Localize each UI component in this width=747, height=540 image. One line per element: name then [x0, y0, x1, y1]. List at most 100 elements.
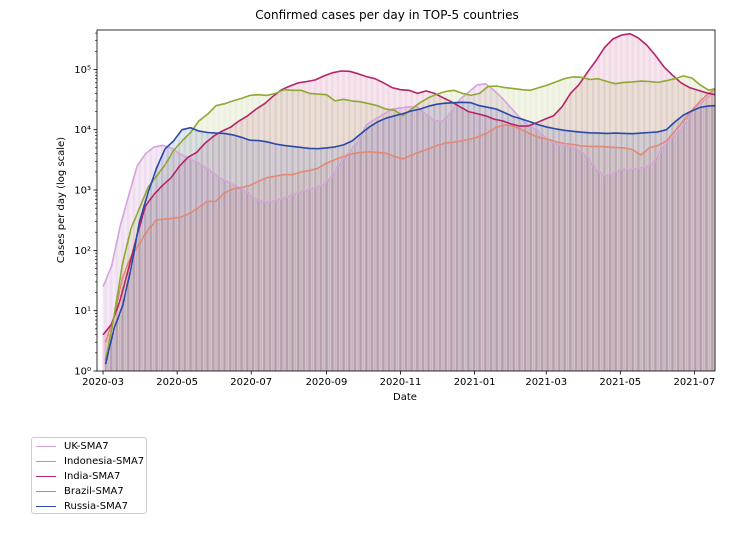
daily-bar	[596, 133, 598, 371]
daily-bar	[247, 192, 248, 371]
daily-bar	[146, 204, 148, 371]
daily-bar	[594, 132, 596, 371]
daily-bar	[542, 135, 543, 371]
daily-bar	[176, 152, 178, 371]
daily-bar	[443, 98, 445, 371]
daily-bar	[122, 305, 123, 371]
daily-bar	[312, 93, 314, 371]
daily-bar	[458, 101, 460, 371]
daily-bar	[558, 110, 559, 371]
daily-bar	[260, 180, 262, 371]
daily-bar	[281, 90, 282, 371]
daily-bar	[204, 203, 206, 371]
daily-bar	[488, 131, 490, 371]
daily-bar	[555, 128, 557, 371]
daily-bar	[684, 123, 685, 371]
daily-bar	[669, 126, 671, 371]
daily-bar	[657, 58, 659, 371]
daily-bar	[128, 268, 129, 371]
daily-bar	[108, 271, 110, 371]
daily-bar	[611, 40, 613, 372]
daily-bar	[162, 185, 163, 371]
daily-bar	[281, 198, 282, 371]
daily-bar	[276, 93, 278, 371]
daily-bar	[237, 121, 239, 371]
daily-bar	[250, 184, 252, 371]
daily-bar	[207, 141, 208, 371]
daily-bar	[127, 284, 128, 371]
daily-bar	[190, 132, 191, 371]
daily-bar	[252, 140, 253, 371]
daily-bar	[581, 132, 582, 371]
daily-bar	[524, 119, 525, 371]
daily-bar	[152, 224, 154, 371]
daily-bar	[141, 218, 143, 371]
daily-bar	[652, 81, 654, 372]
daily-bar	[355, 144, 356, 371]
daily-bar	[123, 258, 125, 371]
daily-bar	[619, 82, 621, 372]
daily-bar	[361, 134, 363, 371]
daily-bar	[638, 168, 639, 371]
daily-bar	[287, 196, 288, 371]
daily-bar	[284, 174, 286, 371]
daily-bar	[653, 146, 655, 371]
daily-bar	[391, 109, 393, 371]
daily-bar	[334, 171, 336, 371]
daily-bar	[601, 133, 603, 371]
daily-bar	[406, 112, 407, 372]
daily-bar	[212, 109, 213, 371]
daily-bar	[666, 141, 667, 371]
daily-bar	[568, 146, 570, 371]
daily-bar	[636, 152, 638, 371]
daily-bar	[691, 110, 693, 372]
daily-bar	[328, 74, 330, 371]
daily-bar	[309, 189, 310, 371]
daily-bar	[390, 109, 392, 371]
daily-bar	[538, 137, 540, 371]
daily-bar	[486, 133, 488, 371]
daily-bar	[567, 130, 569, 371]
daily-bar	[612, 173, 614, 371]
daily-bar	[405, 107, 406, 371]
daily-bar	[227, 128, 229, 371]
daily-bar	[485, 115, 486, 371]
daily-bar	[367, 103, 369, 372]
daily-bar	[473, 138, 474, 371]
daily-bar	[565, 143, 566, 371]
daily-bar	[509, 125, 511, 371]
daily-bar	[332, 160, 333, 371]
daily-bar	[683, 84, 684, 372]
daily-bar	[621, 82, 622, 371]
daily-bar	[352, 101, 354, 371]
daily-bar	[107, 347, 109, 371]
daily-bar	[148, 200, 150, 371]
daily-bar	[578, 77, 580, 371]
daily-bar	[117, 293, 118, 371]
legend-item: India-SMA7	[36, 469, 146, 484]
daily-bar	[367, 151, 369, 371]
daily-bar	[564, 102, 565, 372]
daily-bar	[326, 181, 327, 371]
daily-bar	[462, 93, 463, 371]
daily-bar	[286, 197, 287, 371]
daily-bar	[468, 94, 469, 372]
daily-bar	[509, 123, 511, 371]
daily-bar	[162, 219, 163, 371]
daily-bar	[428, 97, 429, 371]
daily-bar	[609, 133, 610, 371]
daily-bar	[668, 138, 670, 371]
daily-bar	[270, 142, 271, 371]
daily-bar	[118, 315, 120, 371]
daily-bar	[429, 105, 431, 371]
daily-bar	[479, 105, 480, 371]
daily-bar	[611, 173, 613, 371]
daily-bar	[378, 106, 380, 371]
daily-bar	[129, 263, 131, 371]
daily-bar	[527, 132, 529, 371]
daily-bar	[156, 191, 157, 371]
daily-bar	[176, 217, 178, 371]
daily-bar	[289, 174, 291, 371]
daily-bar	[445, 118, 446, 372]
daily-bar	[154, 177, 156, 371]
